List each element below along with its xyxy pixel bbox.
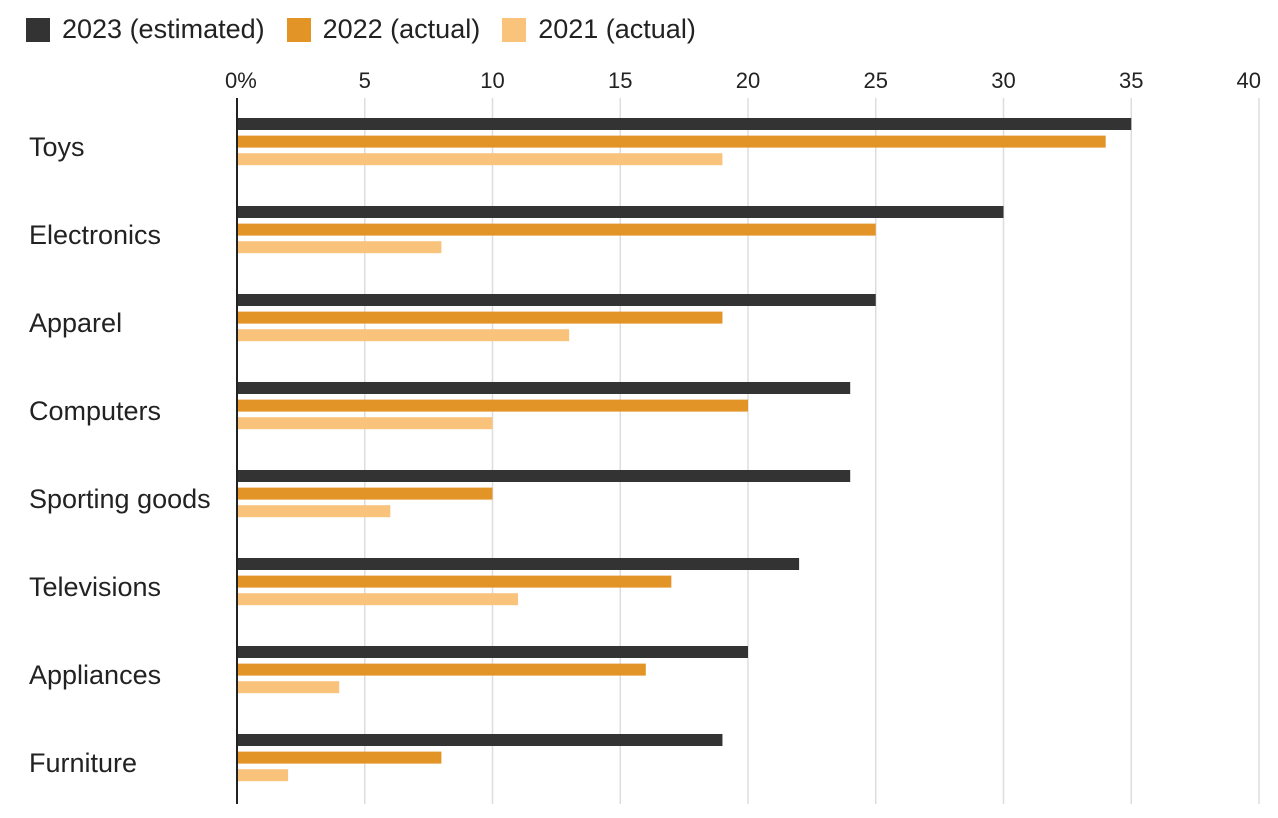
- bars: [237, 118, 1132, 782]
- chart-legend: 2023 (estimated) 2022 (actual) 2021 (act…: [26, 14, 696, 45]
- bar: [237, 558, 800, 570]
- bar: [237, 646, 748, 658]
- category-label: Toys: [29, 132, 85, 162]
- bar: [237, 751, 442, 764]
- legend-label-2021: 2021 (actual): [538, 14, 696, 44]
- bar: [237, 311, 723, 324]
- legend-item-2022: 2022 (actual): [286, 14, 481, 45]
- legend-item-2021: 2021 (actual): [502, 14, 696, 45]
- bar: [237, 681, 340, 694]
- legend-label-2023: 2023 (estimated): [62, 14, 265, 44]
- bar: [237, 734, 723, 746]
- category-label: Electronics: [29, 220, 161, 250]
- category-label: Apparel: [29, 308, 122, 338]
- bar: [237, 470, 851, 482]
- bar: [237, 118, 1132, 130]
- legend-label-2022: 2022 (actual): [322, 14, 481, 44]
- x-tick-label: 10: [480, 68, 504, 93]
- bar: [237, 399, 748, 412]
- bar: [237, 294, 876, 306]
- bar: [237, 663, 646, 676]
- x-tick-label: 25: [864, 68, 888, 93]
- x-tick-label: 40: [1237, 68, 1261, 93]
- category-label: Computers: [29, 396, 161, 426]
- bar: [237, 153, 723, 166]
- bar: [237, 206, 1004, 218]
- x-tick-label: 35: [1119, 68, 1143, 93]
- category-labels: Toys Electronics Apparel Computers Sporting …: [29, 132, 211, 778]
- category-label: Sporting goods: [29, 484, 211, 514]
- bar: [237, 135, 1106, 148]
- legend-swatch-2023: [26, 17, 50, 42]
- bar: [237, 223, 876, 236]
- bar: [237, 505, 391, 518]
- legend-swatch-2021: [502, 17, 527, 42]
- x-tick-label: 5: [359, 68, 371, 93]
- legend-swatch-2022: [286, 17, 311, 42]
- x-tick-label: 15: [608, 68, 632, 93]
- x-tick-label: 20: [736, 68, 760, 93]
- bar: [237, 769, 289, 782]
- bar: [237, 382, 851, 394]
- category-label: Furniture: [29, 748, 137, 778]
- legend-item-2023: 2023 (estimated): [26, 14, 265, 45]
- category-label: Televisions: [29, 572, 161, 602]
- x-axis-ticks: 0% 5 10 15 20 25 30 35 40: [225, 68, 1261, 93]
- x-tick-label: 0%: [225, 68, 257, 93]
- bar: [237, 329, 570, 342]
- bar: [237, 593, 519, 606]
- x-tick-label: 30: [991, 68, 1015, 93]
- category-label: Appliances: [29, 660, 161, 690]
- bar: [237, 241, 442, 254]
- bar: [237, 417, 493, 430]
- bar: [237, 487, 493, 500]
- gridlines: [364, 98, 1260, 804]
- bar: [237, 575, 672, 588]
